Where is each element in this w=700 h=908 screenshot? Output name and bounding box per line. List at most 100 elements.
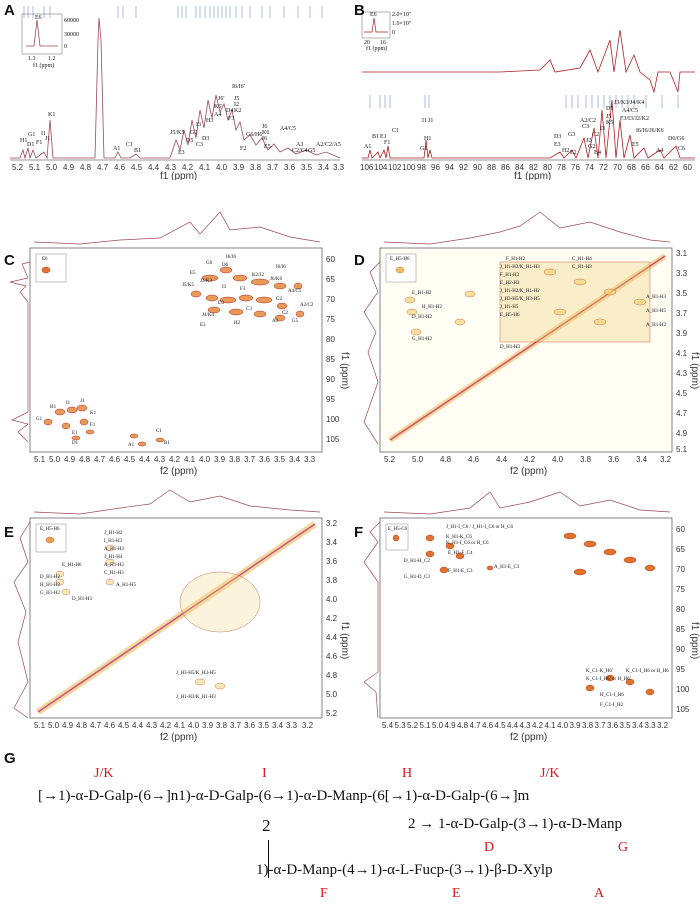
panel-g-red-top-2: H: [402, 766, 413, 781]
panel-a-ann-26: K2: [234, 108, 241, 114]
panel-b-ann-14: A2/C2: [580, 118, 596, 124]
panel-d-ytick-3: 3.7: [676, 309, 688, 318]
panel-c-ytick-6: 90: [326, 375, 335, 384]
panel-g-bottom-chain: 1)-α-D-Manp-(4→1)-α-L-Fucp-(3→1)-β-D-Xyl…: [256, 862, 553, 878]
panel-d-ann-17: A_H1-H5: [646, 309, 666, 314]
panel-e-ann-1: I_H1-H3: [104, 539, 123, 544]
panel-a-ann-1: G1: [28, 132, 35, 138]
panel-b-ticks: 106 104 102 100 98 96 94 92 90 88 86 84 …: [360, 163, 692, 172]
panel-a-ann-33: A3: [296, 142, 303, 148]
panel-a-ann-28: G6/H6: [246, 132, 262, 138]
panel-d-ytick-5: 4.1: [676, 349, 688, 358]
panel-a-tick-13: 3.9: [233, 163, 245, 172]
panel-a-ann-15: I3: [196, 122, 201, 128]
panel-a-inset-label: E6: [35, 15, 42, 21]
panel-c-xtick-1: 5.0: [49, 455, 61, 464]
panel-b-inset-xtick-0: 20: [364, 40, 370, 46]
panel-b-tick-6: 94: [445, 163, 454, 172]
panel-e-top-projection: [33, 489, 321, 515]
panel-f-xtick-0: 5.4: [382, 721, 394, 730]
panel-b-dept-trace: [362, 29, 695, 94]
panel-e-ann-6: C_H1-H3: [104, 571, 124, 576]
panel-f-xtick-21: 3.3: [645, 721, 657, 730]
panel-b-c13-trace: [362, 99, 695, 160]
panel-b-tick-11: 84: [515, 163, 524, 172]
panel-f-xtick-17: 3.7: [595, 721, 607, 730]
panel-f-xtick-2: 5.2: [407, 721, 419, 730]
panel-g-red-mid-1: G: [618, 840, 629, 855]
panel-f-ann-10: H_C1-I_H6: [600, 693, 624, 698]
panel-e-xtick-5: 4.6: [104, 721, 116, 730]
panel-e-ann-5: A_H1-H2: [104, 563, 124, 568]
panel-b-inset-label: E6: [370, 12, 377, 18]
panel-f-plot-frame: [379, 517, 673, 719]
panel-g-red-top-3: J/K: [540, 766, 560, 781]
panel-a-tick-18: 3.4: [318, 163, 330, 172]
panel-b-ann-26: F3/I3/J2/K2: [620, 116, 649, 122]
panel-e-xtick-6: 4.5: [118, 721, 130, 730]
panel-d-peaks: [404, 261, 651, 343]
panel-b-inset-ytick-0: 2.0×10⁷: [392, 12, 411, 18]
panel-b-ann-16: J2: [586, 138, 591, 144]
panel-f-ytick-0: 60: [676, 525, 685, 534]
panel-c-top-projection: [33, 211, 321, 245]
panel-a-inset-ytick-0: 60000: [64, 18, 79, 24]
panel-c-ytick-2: 70: [326, 295, 335, 304]
panel-a-inset-xtick-1: 1.2: [48, 56, 56, 62]
panel-d-xtick-3: 4.6: [468, 455, 480, 464]
panel-c-xtick-16: 3.5: [274, 455, 286, 464]
panel-e-ann-8: H_H1-H2: [40, 583, 60, 588]
panel-e-ann-10: D_H1-H3: [72, 597, 92, 602]
panel-d-xlabel: f2 (ppm): [510, 466, 547, 477]
panel-b-ann-30: D6/G6: [668, 136, 684, 142]
panel-a-peak-ticks: [23, 6, 323, 18]
panel-e-inset-label: E_H5-H6: [40, 527, 60, 532]
panel-a-ann-10: J5/K5: [170, 130, 184, 136]
panel-a-tick-2: 5.0: [46, 163, 58, 172]
panel-f-label: F: [354, 524, 364, 541]
panel-f-xlabel: f2 (ppm): [510, 732, 547, 743]
panel-d-ann-5: C_H1-H3: [572, 265, 592, 270]
panel-f-ann-9: K_C1-I_H6' or H_H6': [586, 677, 631, 682]
panel-d-ann-16: E_H5-H6: [500, 313, 520, 318]
panel-a-inset-ytick-1: 30000: [64, 32, 79, 38]
panel-b-ann-3: F1: [384, 140, 390, 146]
panel-e-xtick-0: 5.1: [34, 721, 46, 730]
panel-c-ann-12: F3: [240, 287, 246, 292]
panel-a-ann-17: J6': [218, 96, 224, 102]
panel-b-ann-21: D5: [606, 106, 613, 112]
panel-c-xtick-5: 4.6: [109, 455, 121, 464]
panel-b-tick-23: 60: [683, 163, 692, 172]
panel-f-xtick-13: 4.1: [545, 721, 557, 730]
panel-b-tick-7: 92: [459, 163, 468, 172]
panel-e-xtick-14: 3.7: [230, 721, 242, 730]
panel-c-xtick-17: 3.4: [289, 455, 301, 464]
panel-b-tick-22: 62: [669, 163, 678, 172]
panel-a-ann-21: D4: [226, 108, 233, 114]
panel-g: G J/K I H J/K [→1)-α-D-Galp-(6→]n1)-α-D-…: [0, 744, 700, 908]
panel-a-ann-34: A4/C5: [280, 126, 296, 132]
panel-b-ann-12: E2: [570, 150, 577, 156]
panel-a-ann-18: K6': [214, 104, 222, 110]
panel-c-ann-0: I6/J6: [226, 255, 237, 260]
panel-e-xtick-3: 4.8: [76, 721, 88, 730]
panel-c-ytick-8: 100: [326, 415, 340, 424]
panel-d-xtick-8: 3.6: [608, 455, 620, 464]
panel-a-ann-3: F1: [36, 140, 42, 146]
panel-c-ann-28: E1: [72, 431, 78, 436]
panel-a-ann-13: G2: [190, 130, 197, 136]
panel-b-tick-3: 100: [402, 163, 416, 172]
panel-e-xtick-18: 3.3: [286, 721, 298, 730]
panel-d-ytick-4: 3.9: [676, 329, 688, 338]
panel-b-inset-ytick-2: 0: [392, 30, 395, 36]
panel-a-ann-35: C2/C4: [292, 148, 308, 154]
panel-c-ann-29: D1: [72, 441, 79, 446]
panel-f-ann-1: K_H1-K_C6: [446, 535, 472, 540]
panel-d-ytick-7: 4.5: [676, 389, 688, 398]
panel-c-xlabel: f2 (ppm): [160, 466, 197, 477]
panel-c-ann-21: A2/C2: [300, 303, 314, 308]
panel-b-tick-21: 64: [655, 163, 664, 172]
panel-c-ytick-0: 60: [326, 255, 335, 264]
panel-e: E E_H5-H6 J_H1-H2 I_H1-H3 A_H1-H3 J_H1-H…: [0, 482, 350, 744]
panel-f-yticks: 60 65 70 75 80 85 90 95 100 105: [676, 525, 690, 714]
